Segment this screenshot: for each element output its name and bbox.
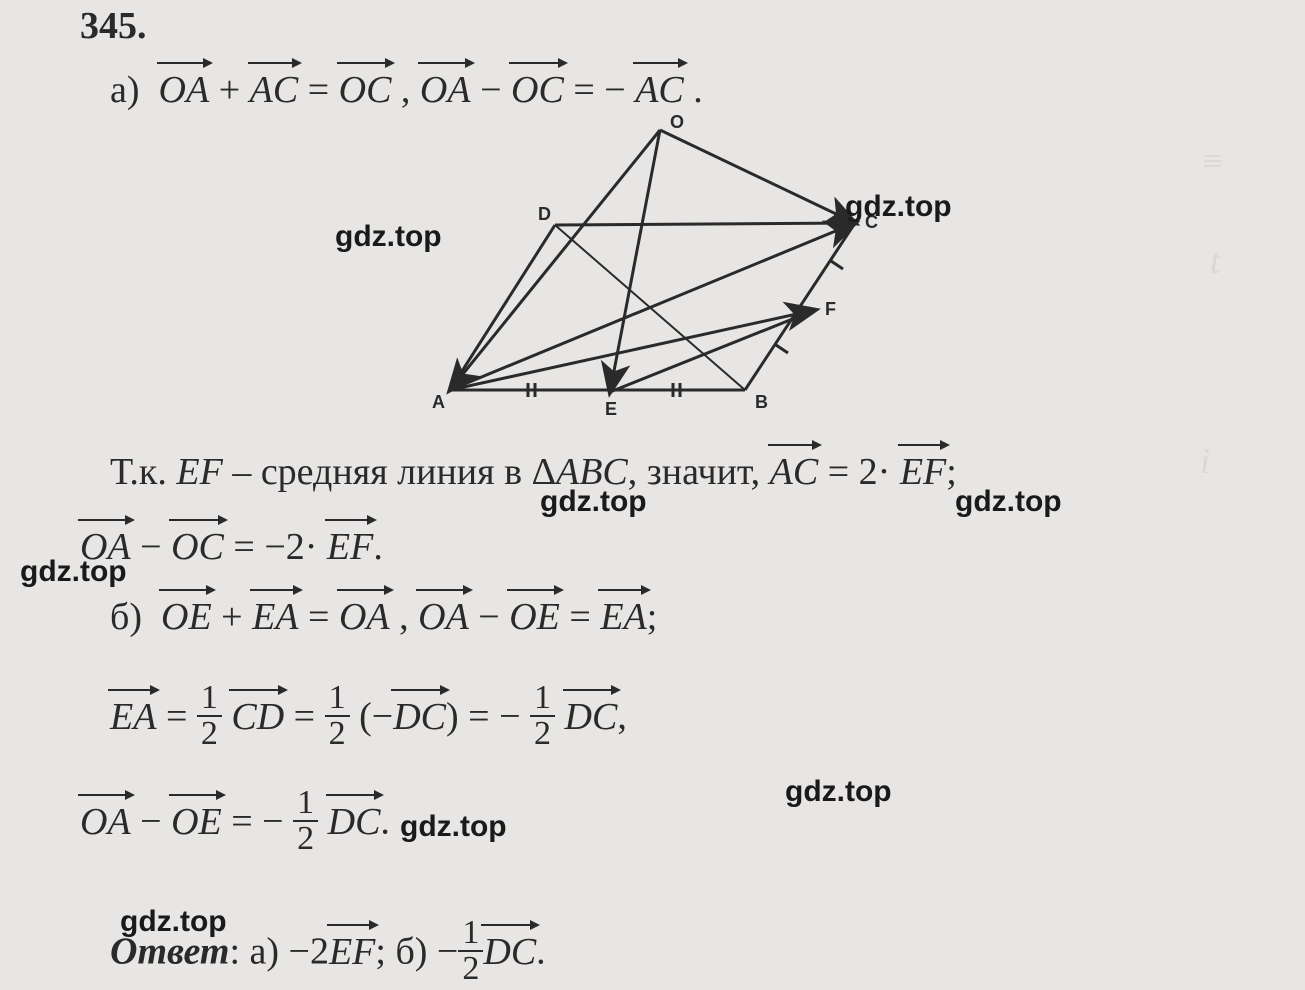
- op-plus: +: [221, 596, 252, 638]
- answer-sep: ; б) −: [375, 931, 458, 973]
- page: 345. а) OA + AC = OC , OA − OC = − AC .: [0, 0, 1305, 989]
- frac-half: 12: [197, 681, 222, 751]
- vec-EA: EA: [110, 695, 156, 739]
- op-eq: =: [308, 69, 339, 111]
- vec-OA: OA: [339, 595, 390, 639]
- svg-text:A: A: [432, 392, 445, 412]
- vec-OE: OE: [171, 800, 222, 844]
- vec-OA: OA: [159, 68, 210, 112]
- answer-a: : а) −2: [229, 931, 329, 973]
- text: , значит,: [628, 451, 770, 493]
- vec-OC: OC: [339, 68, 392, 112]
- part-a-label: а): [110, 69, 140, 111]
- period: .: [373, 526, 383, 568]
- ghost-text: i: [1200, 440, 1210, 482]
- line-ea-expand: EA = 12 CD = 12 (−DC) = − 12 DC,: [110, 685, 627, 755]
- op-minus: −: [480, 69, 511, 111]
- vec-OA: OA: [80, 800, 131, 844]
- frac-half: 12: [530, 681, 555, 751]
- watermark: gdz.top: [845, 190, 952, 224]
- watermark: gdz.top: [400, 810, 507, 844]
- close-paren: ) = −: [446, 696, 521, 738]
- seg-EF: EF: [176, 451, 222, 493]
- text: Т.к.: [110, 451, 176, 493]
- comma: ,: [617, 696, 627, 738]
- vec-EF: EF: [329, 930, 375, 974]
- watermark: gdz.top: [335, 220, 442, 254]
- ghost-text: t: [1210, 240, 1220, 282]
- svg-text:F: F: [825, 299, 836, 319]
- op-eq: =: [308, 596, 339, 638]
- op-eq: =: [569, 596, 600, 638]
- watermark: gdz.top: [120, 905, 227, 939]
- comma: ,: [401, 69, 420, 111]
- line-b: б) OE + EA = OA , OA − OE = EA;: [110, 595, 657, 639]
- semicolon: ;: [647, 596, 658, 638]
- vec-EA: EA: [600, 595, 646, 639]
- comma: ,: [399, 596, 418, 638]
- vec-EA: EA: [252, 595, 298, 639]
- text: – средняя линия в Δ: [232, 451, 556, 493]
- watermark: gdz.top: [20, 555, 127, 589]
- vec-EF: EF: [327, 525, 373, 569]
- vec-AC: AC: [250, 68, 299, 112]
- vec-OC: OC: [171, 525, 224, 569]
- op-minus: −: [140, 801, 171, 843]
- svg-text:B: B: [755, 392, 768, 412]
- op-eq: =: [294, 696, 325, 738]
- geometry-figure: O C D F B E A: [420, 120, 880, 425]
- watermark: gdz.top: [540, 485, 647, 519]
- period: .: [693, 69, 703, 111]
- frac-half: 12: [293, 786, 318, 856]
- vec-OA: OA: [420, 68, 471, 112]
- frac-half: 12: [325, 681, 350, 751]
- vec-OA: OA: [418, 595, 469, 639]
- op-eq: = −2·: [233, 526, 317, 568]
- watermark: gdz.top: [955, 485, 1062, 519]
- ghost-text: ≡: [1200, 140, 1224, 182]
- op-eq: =: [166, 696, 197, 738]
- vec-DC: DC: [565, 695, 618, 739]
- svg-text:D: D: [538, 204, 551, 224]
- vec-OC: OC: [511, 68, 564, 112]
- line-oa-oe-result: OA − OE = − 12 DC.: [80, 790, 390, 860]
- vec-DC: DC: [483, 930, 536, 974]
- text: = 2·: [828, 451, 891, 493]
- problem-number: 345.: [80, 4, 147, 48]
- op-eq-neg: = −: [231, 801, 283, 843]
- vec-OE: OE: [509, 595, 560, 639]
- vec-CD: CD: [231, 695, 284, 739]
- op-minus: −: [478, 596, 509, 638]
- vec-DC: DC: [393, 695, 446, 739]
- op-minus: −: [140, 526, 171, 568]
- op-eq-neg: = −: [573, 69, 625, 111]
- open-paren: (−: [359, 696, 393, 738]
- part-b-label: б): [110, 596, 142, 638]
- watermark: gdz.top: [785, 775, 892, 809]
- line-a: а) OA + AC = OC , OA − OC = − AC .: [110, 68, 703, 112]
- period: .: [536, 931, 546, 973]
- op-plus: +: [219, 69, 250, 111]
- frac-half: 12: [458, 916, 483, 986]
- vec-AC: AC: [770, 450, 819, 494]
- line-midline: Т.к. EF – средняя линия в ΔABC, значит, …: [110, 450, 957, 494]
- svg-text:O: O: [670, 112, 684, 132]
- vec-AC: AC: [635, 68, 684, 112]
- period: .: [380, 801, 390, 843]
- vec-OE: OE: [161, 595, 212, 639]
- svg-text:E: E: [605, 399, 617, 419]
- vec-DC: DC: [328, 800, 381, 844]
- vec-EF: EF: [900, 450, 946, 494]
